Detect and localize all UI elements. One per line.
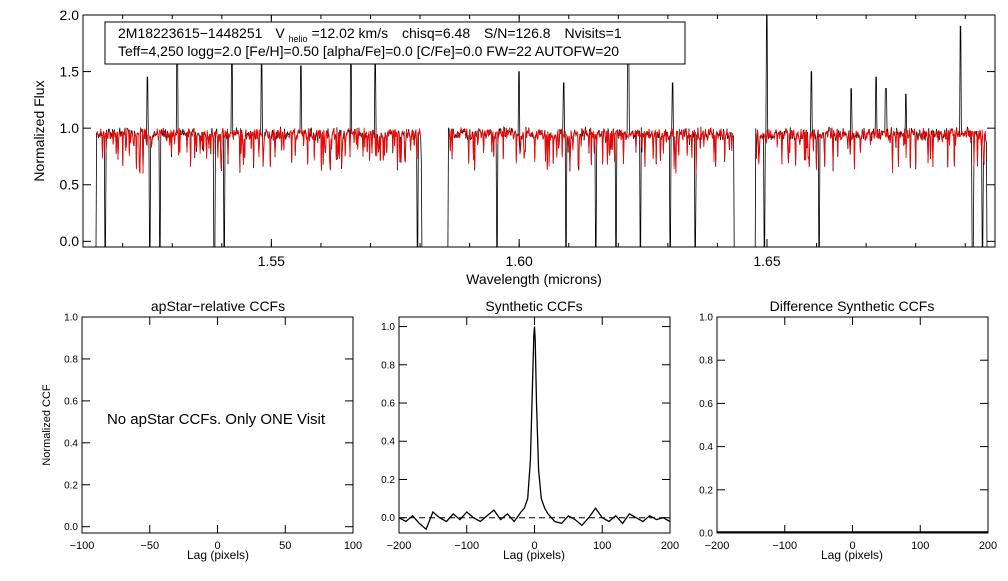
- legend-v-value: =12.02 km/s: [311, 25, 388, 41]
- x-tick-label: −200: [387, 540, 412, 552]
- synthetic-ccf-y-ticks: 0.0 0.2 0.4 0.6 0.8 1.0: [381, 322, 670, 524]
- legend-snr: S/N=126.8: [484, 25, 551, 41]
- y-tick-label: 0.6: [64, 396, 78, 407]
- apstar-ccf-panel: apStar−relative CCFs −100 −50 0 50 100 0.00.…: [41, 298, 362, 562]
- synthetic-spectrum-line: [448, 126, 734, 174]
- synthetic-ccf-x-label: Lag (pixels): [503, 548, 565, 562]
- y-tick-label: 0.8: [699, 356, 713, 367]
- y-tick-label: 0.0: [64, 522, 78, 533]
- y-tick-label: 0.6: [381, 399, 395, 410]
- y-tick-label: 0.0: [381, 513, 395, 524]
- apstar-ccf-x-label: Lag (pixels): [187, 548, 249, 562]
- legend-nvisits: Nvisits=1: [564, 25, 621, 41]
- x-tick-label: 50: [279, 540, 291, 552]
- x-tick-label: 100: [593, 540, 611, 552]
- y-tick-label: 0.4: [699, 442, 713, 453]
- synthetic-spectrum-line: [756, 127, 987, 174]
- y-tick-label: 1.0: [381, 322, 395, 333]
- legend-box: [104, 21, 686, 65]
- apstar-ccf-y-ticks: 0.0 0.2 0.4 0.6 0.8 1.0: [64, 313, 353, 533]
- legend-line-2: Teff=4,250 logg=2.0 [Fe/H]=0.50 [alpha/F…: [118, 43, 619, 59]
- synthetic-ccf-title: Synthetic CCFs: [485, 298, 582, 314]
- y-tick-label: 1.5: [60, 63, 80, 79]
- difference-ccf-y-ticks: 0.0 0.2 0.4 0.6 0.8 1.0: [699, 313, 988, 540]
- y-tick-label: 0.2: [64, 480, 78, 491]
- y-tick-label: 0.4: [381, 437, 395, 448]
- spectrum-x-label: Wavelength (microns): [466, 271, 602, 287]
- x-tick-label: 0: [849, 540, 855, 552]
- spectrum-legend: 2M18223615−1448251 V helio =12.02 km/s c…: [104, 21, 686, 65]
- x-tick-label: −100: [70, 540, 95, 552]
- apstar-ccf-x-ticks: −100 −50 0 50 100: [70, 317, 362, 552]
- y-tick-label: 0.2: [381, 475, 395, 486]
- y-tick-label: 0.5: [60, 177, 80, 193]
- y-tick-label: 0.8: [381, 360, 395, 371]
- y-tick-label: 0.0: [699, 529, 713, 540]
- x-tick-label: 200: [661, 540, 679, 552]
- difference-ccf-frame: [716, 316, 989, 534]
- legend-chisq: chisq=6.48: [402, 25, 470, 41]
- spectrum-plot-area: [95, 15, 988, 247]
- difference-ccf-x-ticks: −200 −100 0 100 200: [705, 317, 997, 552]
- spectrum-y-ticks: 0.0 0.5 1.0 1.5 2.0: [60, 7, 995, 249]
- x-tick-label: −100: [454, 540, 479, 552]
- synthetic-spectrum-line: [96, 127, 422, 174]
- legend-v-subscript: helio: [289, 34, 308, 44]
- x-tick-label: 100: [911, 540, 929, 552]
- x-tick-label: 0: [531, 540, 537, 552]
- y-tick-label: 0.8: [64, 354, 78, 365]
- x-tick-label: −50: [140, 540, 159, 552]
- y-tick-label: 1.0: [60, 120, 80, 136]
- x-tick-label: −200: [705, 540, 730, 552]
- x-tick-label: 1.65: [753, 253, 780, 269]
- x-tick-label: 1.60: [506, 253, 533, 269]
- apstar-ccf-y-label: Normalized CCF: [41, 384, 53, 466]
- y-tick-label: 1.0: [64, 313, 78, 324]
- synthetic-ccf-x-ticks: −200 −100 0 100 200: [387, 317, 679, 552]
- y-tick-label: 0.0: [60, 233, 80, 249]
- difference-ccf-x-label: Lag (pixels): [821, 548, 883, 562]
- difference-ccf-title: Difference Synthetic CCFs: [770, 298, 935, 314]
- y-tick-label: 0.6: [699, 399, 713, 410]
- y-tick-label: 1.0: [699, 313, 713, 324]
- x-tick-label: 1.55: [258, 253, 285, 269]
- legend-v-label: V: [275, 25, 285, 41]
- y-tick-label: 0.2: [699, 485, 713, 496]
- x-tick-label: −100: [772, 540, 797, 552]
- synthetic-ccf-frame: [398, 316, 671, 534]
- apstar-ccf-annotation: No apStar CCFs. Only ONE Visit: [107, 411, 326, 428]
- synthetic-ccf-panel: Synthetic CCFs −200 −100 0 100 200 0.0 0.2 0.4…: [381, 298, 679, 562]
- synthetic-ccf-curve: [398, 326, 671, 531]
- spectrum-frame: [82, 14, 996, 248]
- x-tick-label: 100: [344, 540, 362, 552]
- x-tick-label: 0: [214, 540, 220, 552]
- spectrum-lines: [95, 15, 988, 247]
- spectrum-y-label: Normalized Flux: [31, 80, 47, 181]
- x-tick-label: 200: [979, 540, 997, 552]
- spectrum-panel: 1.55 1.60 1.65 0.0 0.5 1.0 1.5 2.0 Wavelength …: [31, 7, 996, 287]
- y-tick-label: 2.0: [60, 7, 80, 23]
- legend-star-id: 2M18223615−1448251: [118, 25, 263, 41]
- y-tick-label: 0.4: [64, 438, 78, 449]
- apstar-ccf-title: apStar−relative CCFs: [151, 298, 285, 314]
- legend-line-1: 2M18223615−1448251 V helio =12.02 km/s c…: [118, 25, 622, 45]
- difference-ccf-panel: Difference Synthetic CCFs −200 −100 0 100 20…: [699, 298, 997, 562]
